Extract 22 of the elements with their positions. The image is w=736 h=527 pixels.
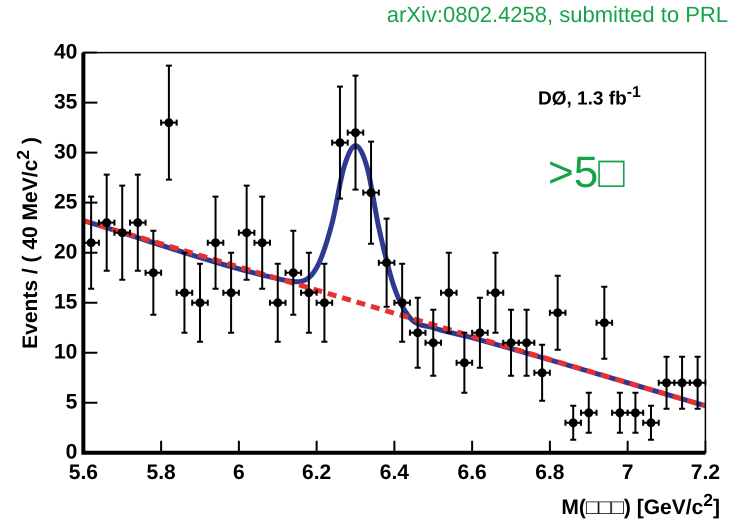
y-tick-label: 10 <box>54 340 78 364</box>
x-tick-label: 5.8 <box>146 461 176 484</box>
y-tick-label: 30 <box>54 140 78 164</box>
x-tick-label: 6.6 <box>458 461 487 484</box>
x-tick-label: 6.2 <box>302 461 332 484</box>
x-tick-label: 7 <box>622 461 634 484</box>
x-tick-label: 6.4 <box>380 461 410 484</box>
y-tick-label: 5 <box>66 390 78 414</box>
y-tick-label: 40 <box>54 40 78 64</box>
y-tick-label: 35 <box>54 90 78 114</box>
x-axis-title: M(□□□) [GeV/c$^{2}$] <box>561 490 720 520</box>
x-tick-label: 5.6 <box>68 461 98 484</box>
annotation: DØ, 1.3 fb$^{-1}$ <box>538 84 641 110</box>
annotation: >5□ <box>548 148 625 198</box>
y-tick-label: 20 <box>54 240 78 264</box>
x-tick-label: 6 <box>233 461 245 484</box>
y-tick-label: 15 <box>54 290 78 314</box>
text: arXiv:0802.4258, submitted to PRL <box>386 2 728 28</box>
x-tick-label: 7.2 <box>690 461 720 484</box>
y-tick-label: 25 <box>54 190 78 214</box>
y-tick-label: 0 <box>66 440 78 464</box>
x-tick-label: 6.8 <box>535 461 565 484</box>
